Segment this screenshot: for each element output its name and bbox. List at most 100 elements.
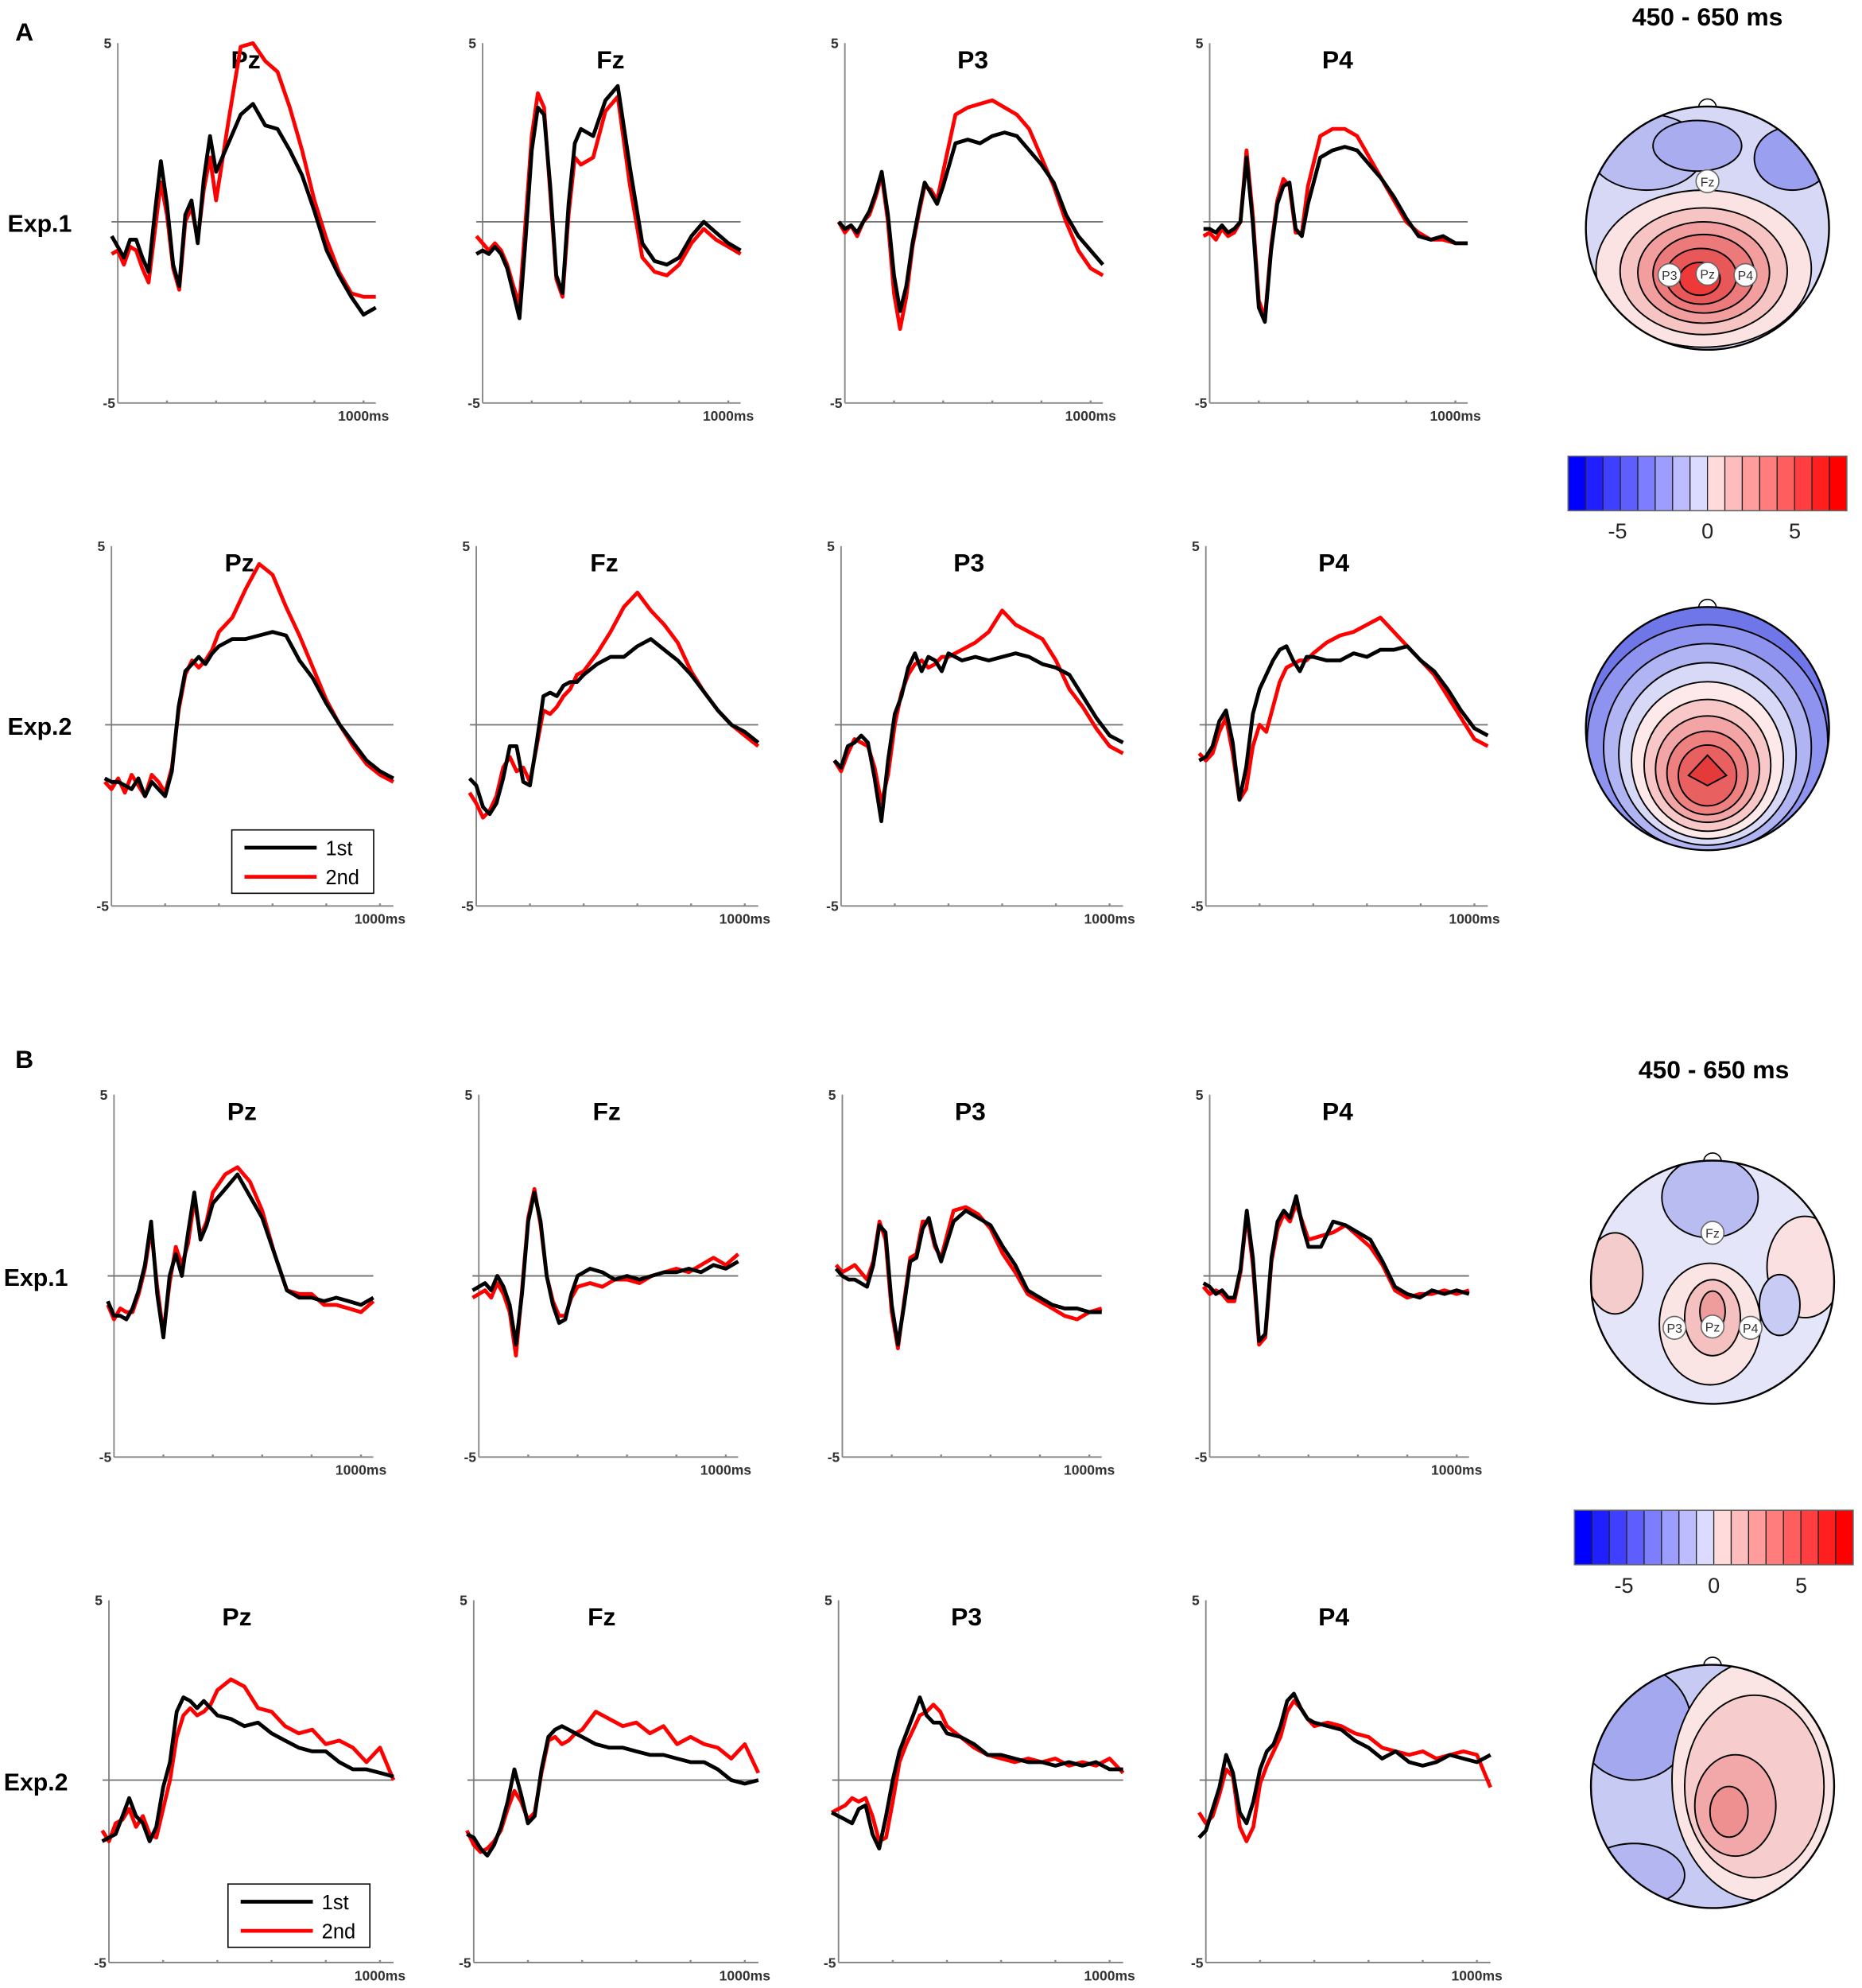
electrode-title: P4	[1318, 1602, 1349, 1631]
colorbar-a	[1567, 455, 1848, 511]
svg-text:Fz: Fz	[1705, 1228, 1720, 1241]
y-tick-label-bottom: -5	[826, 899, 839, 914]
colorbar-segment	[1730, 1509, 1750, 1566]
colorbar-segment	[1585, 456, 1604, 511]
electrode-title: Fz	[588, 1602, 615, 1631]
topomap-a-exp2	[1585, 599, 1830, 852]
waveform-2nd	[467, 590, 760, 820]
electrode-title: P3	[951, 1602, 982, 1631]
erp-panels: 5 -5 1000ms Pz 5 -5 1000ms Fz 5 -5 1000ms P3 5 -5 1000…	[94, 36, 1503, 1984]
waveform-2nd	[836, 98, 1104, 332]
svg-text:Pz: Pz	[1705, 1322, 1720, 1335]
erp-panel-a-exp2-fz: 5 -5 1000ms Fz	[461, 538, 770, 926]
svg-text:P4: P4	[1743, 1322, 1759, 1336]
topomap-a-exp1: Fz P3 Pz P4	[1585, 98, 1830, 351]
row-label-a-exp1: Exp.1	[8, 212, 72, 238]
x-tick-label: 1000ms	[703, 408, 754, 424]
waveform-1st	[471, 1190, 739, 1347]
svg-text:P3: P3	[1666, 1322, 1682, 1336]
y-tick-label-top: 5	[465, 1087, 473, 1103]
erp-panel-b-exp2-fz: 5 -5 1000ms Fz	[459, 1593, 770, 1984]
row-label-a-exp2: Exp.2	[8, 714, 72, 740]
electrode-title: Fz	[596, 45, 624, 74]
electrode-p4: P4	[1733, 262, 1758, 287]
colorbar-segment	[1800, 1509, 1819, 1566]
y-tick-label-bottom: -5	[103, 395, 115, 411]
erp-panel-a-exp1-p4: 5 -5 1000ms P4	[1195, 36, 1481, 424]
waveform-1st	[1203, 145, 1468, 324]
y-tick-label-bottom: -5	[461, 899, 474, 914]
colorbar-tick: -5	[1608, 518, 1627, 543]
y-tick-label-top: 5	[460, 1593, 467, 1609]
waveform-1st	[830, 1695, 1123, 1851]
waveform-1st	[101, 1695, 394, 1843]
waveform-1st	[834, 1209, 1102, 1347]
electrode-title: P4	[1322, 1097, 1353, 1126]
x-tick-label: 1000ms	[1064, 1462, 1115, 1478]
y-tick-label-bottom: -5	[1191, 899, 1204, 914]
x-tick-label: 1000ms	[336, 1462, 387, 1478]
colorbar-segment	[1573, 1509, 1592, 1566]
electrode-p3: P3	[1662, 1315, 1687, 1340]
y-tick-label-bottom: -5	[467, 395, 480, 411]
topomap-window-title-b: 450 - 650 ms	[1639, 1055, 1790, 1084]
colorbar-segment	[1626, 1509, 1645, 1566]
electrode-fz: Fz	[1700, 1221, 1725, 1245]
y-tick-label-bottom: -5	[459, 1955, 471, 1971]
waveform-2nd	[834, 1205, 1103, 1351]
colorbar-segment	[1765, 1509, 1784, 1566]
y-tick-label-top: 5	[828, 1087, 836, 1103]
colorbar-segment	[1829, 456, 1848, 511]
erp-panel-b-exp1-fz: 5 -5 1000ms Fz	[464, 1087, 751, 1478]
colorbar-segment	[1759, 456, 1778, 511]
y-tick-label-top: 5	[1196, 1087, 1204, 1103]
y-tick-label-top: 5	[831, 36, 839, 52]
electrode-p4: P4	[1738, 1315, 1763, 1340]
waveform-1st	[1202, 1194, 1470, 1343]
electrode-pz: Pz	[1695, 262, 1720, 286]
waveform-1st	[1198, 644, 1489, 802]
x-tick-label: 1000ms	[338, 408, 390, 424]
erp-panel-a-exp1-p3: 5 -5 1000ms P3	[830, 36, 1116, 424]
colorbar-segment	[1591, 1509, 1610, 1566]
colorbar-segment	[1776, 456, 1795, 511]
topomap-b-exp1: Fz P3 Pz P4	[1589, 1152, 1836, 1405]
colorbar-segment	[1672, 456, 1691, 511]
y-tick-label-bottom: -5	[1191, 1955, 1204, 1971]
colorbar-b	[1573, 1509, 1854, 1566]
waveform-1st	[466, 1724, 759, 1858]
colorbar-segment	[1724, 456, 1744, 511]
y-tick-label-bottom: -5	[94, 1955, 107, 1971]
colorbar-tick: 0	[1708, 1573, 1720, 1598]
colorbar-frame	[1573, 1509, 1854, 1566]
x-tick-label: 1000ms	[1084, 1967, 1136, 1983]
colorbar-segment	[1696, 1509, 1715, 1566]
svg-text:P3: P3	[1662, 270, 1678, 283]
electrode-title: P3	[953, 549, 984, 577]
electrode-title: Fz	[590, 549, 618, 577]
electrode-title: Pz	[222, 1602, 251, 1631]
topomap-window-title-a: 450 - 650 ms	[1632, 2, 1783, 31]
y-tick-label-bottom: -5	[1195, 1450, 1208, 1466]
erp-panel-b-exp1-p3: 5 -5 1000ms P3	[828, 1087, 1115, 1478]
y-tick-label-bottom: -5	[99, 1450, 112, 1466]
electrode-title: P3	[955, 1097, 986, 1126]
waveform-1st	[475, 83, 742, 320]
waveform-2nd	[832, 608, 1124, 806]
waveform-2nd	[475, 91, 742, 306]
waveform-1st	[106, 1172, 374, 1340]
waveform-2nd	[830, 1703, 1125, 1843]
y-tick-label-top: 5	[827, 538, 835, 554]
topomap-b-exp2	[1589, 1656, 1836, 1909]
colorbar-segment	[1835, 1509, 1854, 1566]
legend-b: 1st 2nd	[227, 1883, 371, 1948]
x-tick-label: 1000ms	[1452, 1967, 1503, 1983]
colorbar-segment	[1706, 456, 1726, 511]
row-label-b-exp2: Exp.2	[4, 1769, 68, 1796]
waveform-1st	[1197, 1691, 1492, 1839]
y-tick-label-bottom: -5	[96, 899, 109, 914]
x-tick-label: 1000ms	[1084, 911, 1136, 927]
legend-label-1st: 1st	[325, 838, 352, 860]
